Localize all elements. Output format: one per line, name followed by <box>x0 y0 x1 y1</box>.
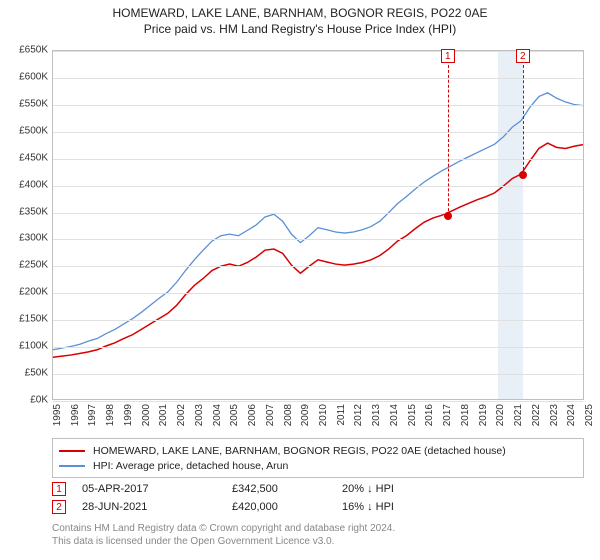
gridline <box>53 159 583 160</box>
gridline <box>53 320 583 321</box>
ytick-label: £250K <box>0 260 48 271</box>
sale-marker-2: 2 <box>52 500 66 514</box>
xtick-label: 2016 <box>424 404 435 426</box>
gridline <box>53 293 583 294</box>
sale-dot-1 <box>444 212 452 220</box>
footer: Contains HM Land Registry data © Crown c… <box>52 522 395 548</box>
sale-delta-2: 16% ↓ HPI <box>342 501 432 513</box>
sale-callout-2: 2 <box>516 49 530 63</box>
footer-line-1: Contains HM Land Registry data © Crown c… <box>52 522 395 535</box>
gridline <box>53 132 583 133</box>
xtick-label: 1996 <box>70 404 81 426</box>
xtick-label: 2014 <box>389 404 400 426</box>
gridline <box>53 105 583 106</box>
xtick-label: 2012 <box>353 404 364 426</box>
legend-label-property: HOMEWARD, LAKE LANE, BARNHAM, BOGNOR REG… <box>93 445 506 457</box>
sale-marker-1: 1 <box>52 482 66 496</box>
xtick-label: 2023 <box>549 404 560 426</box>
sale-price-1: £342,500 <box>232 483 342 495</box>
xtick-label: 2011 <box>336 404 347 426</box>
down-arrow-icon: ↓ <box>367 501 373 513</box>
chart-container: HOMEWARD, LAKE LANE, BARNHAM, BOGNOR REG… <box>0 0 600 560</box>
xtick-label: 2018 <box>460 404 471 426</box>
down-arrow-icon: ↓ <box>367 483 373 495</box>
legend-row-property: HOMEWARD, LAKE LANE, BARNHAM, BOGNOR REG… <box>59 443 577 458</box>
gridline <box>53 213 583 214</box>
xtick-label: 2006 <box>247 404 258 426</box>
sales-row-2: 2 28-JUN-2021 £420,000 16% ↓ HPI <box>52 498 584 516</box>
title-sub: Price paid vs. HM Land Registry's House … <box>0 22 600 36</box>
legend: HOMEWARD, LAKE LANE, BARNHAM, BOGNOR REG… <box>52 438 584 478</box>
xtick-label: 2002 <box>176 404 187 426</box>
sale-delta-1: 20% ↓ HPI <box>342 483 432 495</box>
legend-swatch-hpi <box>59 465 85 467</box>
ytick-label: £500K <box>0 125 48 136</box>
sale-date-1: 05-APR-2017 <box>82 483 232 495</box>
xtick-label: 1999 <box>123 404 134 426</box>
gridline <box>53 347 583 348</box>
xtick-label: 2021 <box>513 404 524 426</box>
sale-price-2: £420,000 <box>232 501 342 513</box>
xtick-label: 1997 <box>87 404 98 426</box>
xtick-label: 2024 <box>566 404 577 426</box>
xtick-label: 2009 <box>300 404 311 426</box>
ytick-label: £600K <box>0 71 48 82</box>
ytick-label: £300K <box>0 233 48 244</box>
plot-area: 12 <box>52 50 584 400</box>
footer-line-2: This data is licensed under the Open Gov… <box>52 535 395 548</box>
gridline <box>53 266 583 267</box>
ytick-label: £450K <box>0 152 48 163</box>
ytick-label: £400K <box>0 179 48 190</box>
ytick-label: £350K <box>0 206 48 217</box>
xtick-label: 1998 <box>105 404 116 426</box>
ytick-label: £150K <box>0 314 48 325</box>
xtick-label: 2008 <box>283 404 294 426</box>
xtick-label: 1995 <box>52 404 63 426</box>
gridline <box>53 401 583 402</box>
ytick-label: £650K <box>0 45 48 56</box>
xtick-label: 2010 <box>318 404 329 426</box>
xtick-label: 2015 <box>407 404 418 426</box>
title-main: HOMEWARD, LAKE LANE, BARNHAM, BOGNOR REG… <box>0 6 600 20</box>
xtick-label: 2003 <box>194 404 205 426</box>
ytick-label: £50K <box>0 368 48 379</box>
sale-stem-2 <box>523 65 524 175</box>
sale-date-2: 28-JUN-2021 <box>82 501 232 513</box>
title-block: HOMEWARD, LAKE LANE, BARNHAM, BOGNOR REG… <box>0 0 600 36</box>
ytick-label: £200K <box>0 287 48 298</box>
xtick-label: 2022 <box>531 404 542 426</box>
gridline <box>53 374 583 375</box>
xtick-label: 2017 <box>442 404 453 426</box>
xtick-label: 2025 <box>584 404 595 426</box>
legend-swatch-property <box>59 450 85 452</box>
ytick-label: £0K <box>0 395 48 406</box>
xtick-label: 2000 <box>141 404 152 426</box>
legend-label-hpi: HPI: Average price, detached house, Arun <box>93 460 288 472</box>
xtick-label: 2001 <box>158 404 169 426</box>
series-property <box>53 143 583 357</box>
sale-dot-2 <box>519 171 527 179</box>
sales-row-1: 1 05-APR-2017 £342,500 20% ↓ HPI <box>52 480 584 498</box>
gridline <box>53 239 583 240</box>
xtick-label: 2007 <box>265 404 276 426</box>
xtick-label: 2020 <box>495 404 506 426</box>
sale-stem-1 <box>448 65 449 216</box>
gridline <box>53 186 583 187</box>
xtick-label: 2005 <box>229 404 240 426</box>
sale-callout-1: 1 <box>441 49 455 63</box>
legend-row-hpi: HPI: Average price, detached house, Arun <box>59 458 577 473</box>
xtick-label: 2013 <box>371 404 382 426</box>
gridline <box>53 78 583 79</box>
sales-table: 1 05-APR-2017 £342,500 20% ↓ HPI 2 28-JU… <box>52 480 584 516</box>
xtick-label: 2019 <box>478 404 489 426</box>
ytick-label: £550K <box>0 98 48 109</box>
gridline <box>53 51 583 52</box>
ytick-label: £100K <box>0 341 48 352</box>
xtick-label: 2004 <box>212 404 223 426</box>
